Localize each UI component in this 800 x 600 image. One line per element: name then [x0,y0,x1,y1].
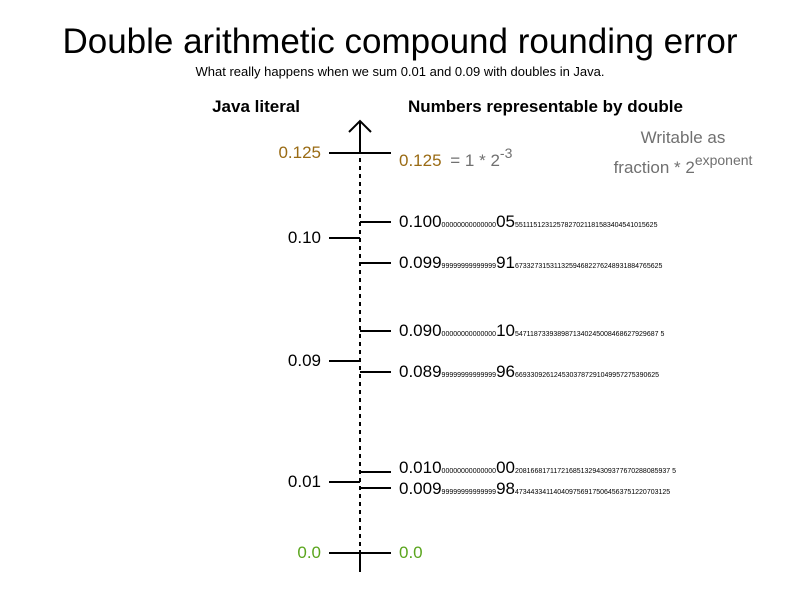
rep-0099-tail: 67332731531132594682276248931884765625 [514,263,663,270]
rep-0009-key: 98 [496,479,515,498]
rep-0089-row: 0.08999999999999999966693309261245303787… [399,362,659,386]
rep-0010-tail: 2081668171172168513294309377670288085937… [514,468,677,475]
rep-0090-tail: 5471187339389871340245008468627929687 5 [514,331,665,338]
rep-0099-zeros: 99999999999999 [441,263,497,270]
rep-0125-row: 0.125 = 1 * 2-3 [399,143,512,171]
rep-0099-lead: 0.099 [399,253,442,272]
rep-0009-lead: 0.009 [399,479,442,498]
rep-0099-row: 0.09999999999999999916733273153113259468… [399,253,662,277]
rep-0100-row: 0.10000000000000000055511151231257827021… [399,212,657,236]
rep-0090-zeros: 00000000000000 [441,331,497,338]
java-literal-header: Java literal [212,97,300,116]
note-line2-exponent: exponent [694,152,753,168]
note-line1: Writable as [640,128,726,147]
note-line2-prefix: fraction * 2 [613,158,695,177]
literal-0125: 0.125 [278,143,321,162]
literal-001: 0.01 [287,472,321,491]
rep-0100-zeros: 00000000000000 [441,222,497,229]
diagram-subtitle: What really happens when we sum 0.01 and… [195,64,605,79]
rep-0010-key: 00 [496,458,515,477]
rep-0089-zeros: 99999999999999 [441,372,497,379]
rep-0089-key: 96 [496,362,515,381]
axis-arrowhead [348,119,372,133]
rep-0100-key: 05 [496,212,515,231]
literal-00: 0.0 [297,543,321,562]
rep-0009-tail: 4734433411404097569175064563751220703125 [514,489,671,496]
rep-0090-lead: 0.090 [399,321,442,340]
rep-0009-zeros: 99999999999999 [441,489,497,496]
rep-0090-key: 10 [496,321,515,340]
rep-0100-lead: 0.100 [399,212,442,231]
rep-0100-tail: 5511151231257827021181583404541015625 [514,222,658,229]
rep-0009-row: 0.00999999999999999984734433411404097569… [399,479,670,503]
rep-0099-key: 91 [496,253,515,272]
literal-010: 0.10 [287,228,321,247]
rep-0010-zeros: 00000000000000 [441,468,497,475]
literal-009: 0.09 [287,351,321,370]
diagram-title: Double arithmetic compound rounding erro… [62,22,738,61]
representable-numbers-header: Numbers representable by double [408,97,683,116]
rep-0125-formula: = 1 * 2-3 [450,145,512,170]
rep-0125-value: 0.125 [399,151,442,170]
rep-00-value: 0.0 [399,543,423,562]
rep-0089-tail: 6693309261245303787291049957275390625 [514,372,660,379]
rep-0089-lead: 0.089 [399,362,442,381]
rep-0010-lead: 0.010 [399,458,442,477]
writable-note: Writable as fraction * 2exponent [585,127,781,179]
rep-0010-row: 0.01000000000000000002081668171172168513… [399,458,676,482]
note-line2: fraction * 2exponent [585,149,781,179]
formula-exponent: -3 [499,145,513,161]
formula-prefix: = 1 * 2 [450,151,500,170]
rep-0090-row: 0.09000000000000000105471187339389871340… [399,321,664,345]
